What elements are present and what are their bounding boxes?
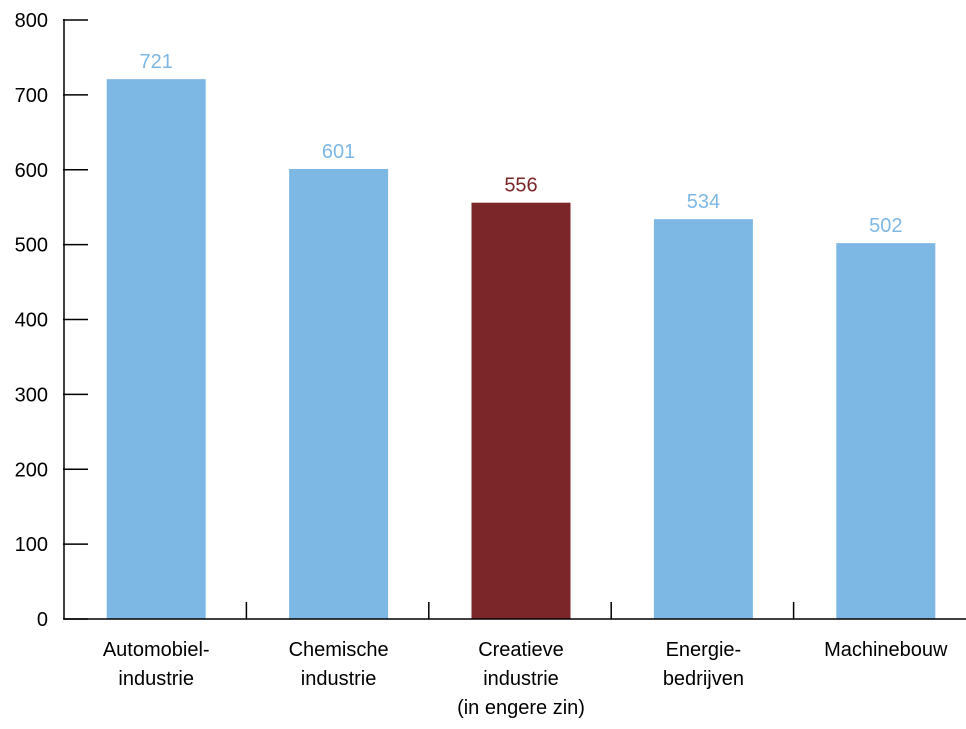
x-tick-label-line: industrie: [118, 668, 194, 690]
x-tick-label-line: industrie: [301, 668, 377, 690]
data-label: 721: [140, 51, 173, 73]
x-tick-label-line: Machinebouw: [824, 639, 948, 661]
x-tick-label-line: Creatieve: [478, 639, 564, 661]
y-tick-label: 200: [15, 459, 48, 481]
bar: [289, 169, 389, 619]
y-tick-label: 600: [15, 160, 48, 182]
x-tick-label: Energie-bedrijven: [663, 639, 744, 690]
y-tick-label: 800: [15, 10, 48, 32]
x-tick-label-line: industrie: [483, 668, 559, 690]
y-axis-ticks: 0 100 200 300 400 500 600 700 800: [15, 10, 88, 631]
data-label: 601: [322, 141, 355, 163]
bar: [653, 219, 753, 620]
bar: [106, 79, 206, 620]
y-tick-label: 700: [15, 85, 48, 107]
bar: [836, 243, 936, 619]
y-tick-label: 500: [15, 235, 48, 257]
x-tick-label: Creatieve industrie (in engere zin): [457, 639, 585, 719]
data-label: 534: [687, 191, 720, 213]
x-tick-label-line: (in engere zin): [457, 697, 585, 719]
data-label: 502: [869, 215, 902, 237]
y-tick-label: 400: [15, 310, 48, 332]
bar: [471, 202, 571, 619]
y-tick-label: 0: [37, 609, 48, 631]
data-label: 556: [504, 175, 537, 197]
x-tick-label-line: Automobiel-: [103, 639, 210, 661]
x-tick-label: Chemische industrie: [289, 639, 389, 690]
bars: [106, 79, 936, 620]
data-labels: 721 601 556 534 502: [140, 51, 903, 237]
x-tick-label-line: Chemische: [289, 639, 389, 661]
x-tick-label-line: bedrijven: [663, 668, 744, 690]
x-tick-label: Automobiel-industrie: [103, 639, 210, 690]
y-tick-label: 300: [15, 384, 48, 406]
x-tick-label: Machinebouw: [824, 639, 948, 661]
axes: [63, 19, 966, 620]
x-tick-label-line: Energie-: [666, 639, 742, 661]
y-tick-label: 100: [15, 534, 48, 556]
